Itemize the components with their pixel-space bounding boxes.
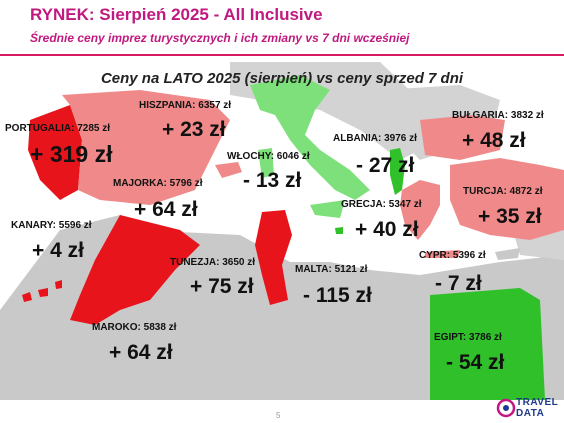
majorca-price-label: MAJORKA: 5796 zł <box>113 178 203 189</box>
tunisia-price-label: TUNEZJA: 3650 zł <box>170 257 256 268</box>
logo-text-line1: TRAVEL <box>516 397 559 408</box>
majorca-shape <box>215 162 242 178</box>
page-title: RYNEK: Sierpień 2025 - All Inclusive <box>30 5 323 24</box>
morocco-shape <box>70 215 200 325</box>
tunisia-shape <box>255 210 292 305</box>
albania-price-label: ALBANIA: 3976 zł <box>333 133 417 144</box>
map-title: Ceny na LATO 2025 (sierpień) vs ceny spr… <box>100 70 464 87</box>
malta-price-label: MALTA: 5121 zł <box>295 264 368 275</box>
logo-mark-icon <box>496 398 516 418</box>
turkey-shape <box>450 158 564 240</box>
portugal-shape <box>28 105 82 200</box>
egypt-shape <box>430 288 545 400</box>
travel-data-logo: TRAVEL DATA <box>496 396 558 420</box>
canary-islands-shape <box>22 280 62 302</box>
spain-shape <box>62 90 230 205</box>
bulgaria-change: + 48 zł <box>462 129 526 152</box>
egypt-price-label: EGIPT: 3786 zł <box>434 332 502 343</box>
bulgaria-shape <box>420 115 505 160</box>
tunisia-change: + 75 zł <box>190 275 254 298</box>
morocco-price-label: MAROKO: 5838 zł <box>92 322 177 333</box>
turkey-change: + 35 zł <box>478 205 542 228</box>
spain-change: + 23 zł <box>162 118 226 141</box>
libya-land <box>280 268 430 400</box>
egypt-change: - 54 zł <box>446 351 505 374</box>
page-number: 5 <box>276 411 281 420</box>
greece-change: + 40 zł <box>355 218 419 241</box>
crete-shape <box>425 250 460 258</box>
canary-change: + 4 zł <box>32 239 84 262</box>
italy-price-label: WŁOCHY: 6046 zł <box>227 151 310 162</box>
logo-text-line2: DATA <box>516 408 545 419</box>
portugal-change: + 319 zł <box>30 141 113 167</box>
header-divider <box>0 54 564 56</box>
greece-shape <box>400 180 440 240</box>
cyprus-shape <box>495 248 520 260</box>
bulgaria-price-label: BUŁGARIA: 3832 zł <box>452 110 544 121</box>
spain-price-label: HISZPANIA: 6357 zł <box>139 100 232 111</box>
albania-change: - 27 zł <box>356 154 415 177</box>
cyprus-change: - 7 zł <box>435 272 482 295</box>
majorca-change: + 64 zł <box>134 198 198 221</box>
italy-shape <box>250 75 370 200</box>
morocco-change: + 64 zł <box>109 341 173 364</box>
malta-change: - 115 zł <box>303 284 372 307</box>
page-subtitle: Średnie ceny imprez turystycznych i ich … <box>30 31 410 45</box>
map <box>0 62 564 400</box>
portugal-price-label: PORTUGALIA: 7285 zł <box>5 123 111 134</box>
turkey-price-label: TURCJA: 4872 zł <box>463 186 543 197</box>
cyprus-price-label: CYPR: 5396 zł <box>419 250 486 261</box>
albania-shape <box>390 148 405 195</box>
greece-price-label: GRECJA: 5347 zł <box>341 199 422 210</box>
sicily-shape <box>310 200 345 218</box>
malta-shape <box>335 227 343 234</box>
sardinia-shape <box>258 148 274 178</box>
canary-price-label: KANARY: 5596 zł <box>11 220 92 231</box>
italy-change: - 13 zł <box>243 169 302 192</box>
